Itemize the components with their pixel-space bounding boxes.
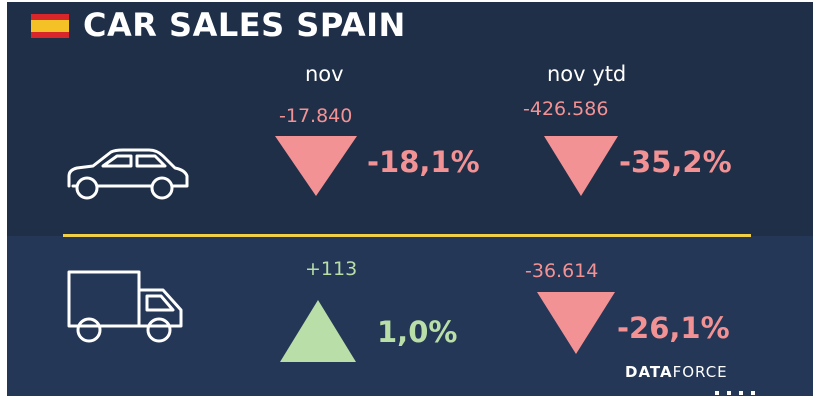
truck-ytd-down-arrow-icon <box>537 292 615 354</box>
column-header-month: nov <box>305 62 344 86</box>
spain-flag-icon <box>31 14 69 38</box>
truck-ytd-percent: -26,1% <box>617 311 730 345</box>
brand-logo: DATAFORCE <box>625 363 728 381</box>
car-icon <box>67 148 189 200</box>
car-month-down-arrow-icon <box>275 136 357 196</box>
truck-icon <box>67 270 183 343</box>
car-month-change: -17.840 <box>279 105 353 127</box>
row-divider <box>63 234 751 237</box>
brand-logo-light: FORCE <box>672 363 728 381</box>
page-title: CAR SALES SPAIN <box>83 6 406 44</box>
car-month-percent: -18,1% <box>367 145 480 179</box>
truck-ytd-change: -36.614 <box>525 260 599 282</box>
car-ytd-down-arrow-icon <box>544 136 618 196</box>
truck-month-percent: 1,0% <box>377 315 458 349</box>
car-ytd-percent: -35,2% <box>619 145 732 179</box>
truck-month-up-arrow-icon <box>280 300 356 362</box>
infographic-panel: CAR SALES SPAIN nov nov ytd -17.840 -18,… <box>7 2 813 396</box>
car-ytd-change: -426.586 <box>523 98 609 120</box>
column-header-ytd: nov ytd <box>547 62 627 86</box>
brand-dots-icon <box>715 380 763 396</box>
lower-band <box>7 236 813 396</box>
brand-logo-bold: DATA <box>625 363 673 381</box>
truck-month-change: +113 <box>305 258 358 280</box>
